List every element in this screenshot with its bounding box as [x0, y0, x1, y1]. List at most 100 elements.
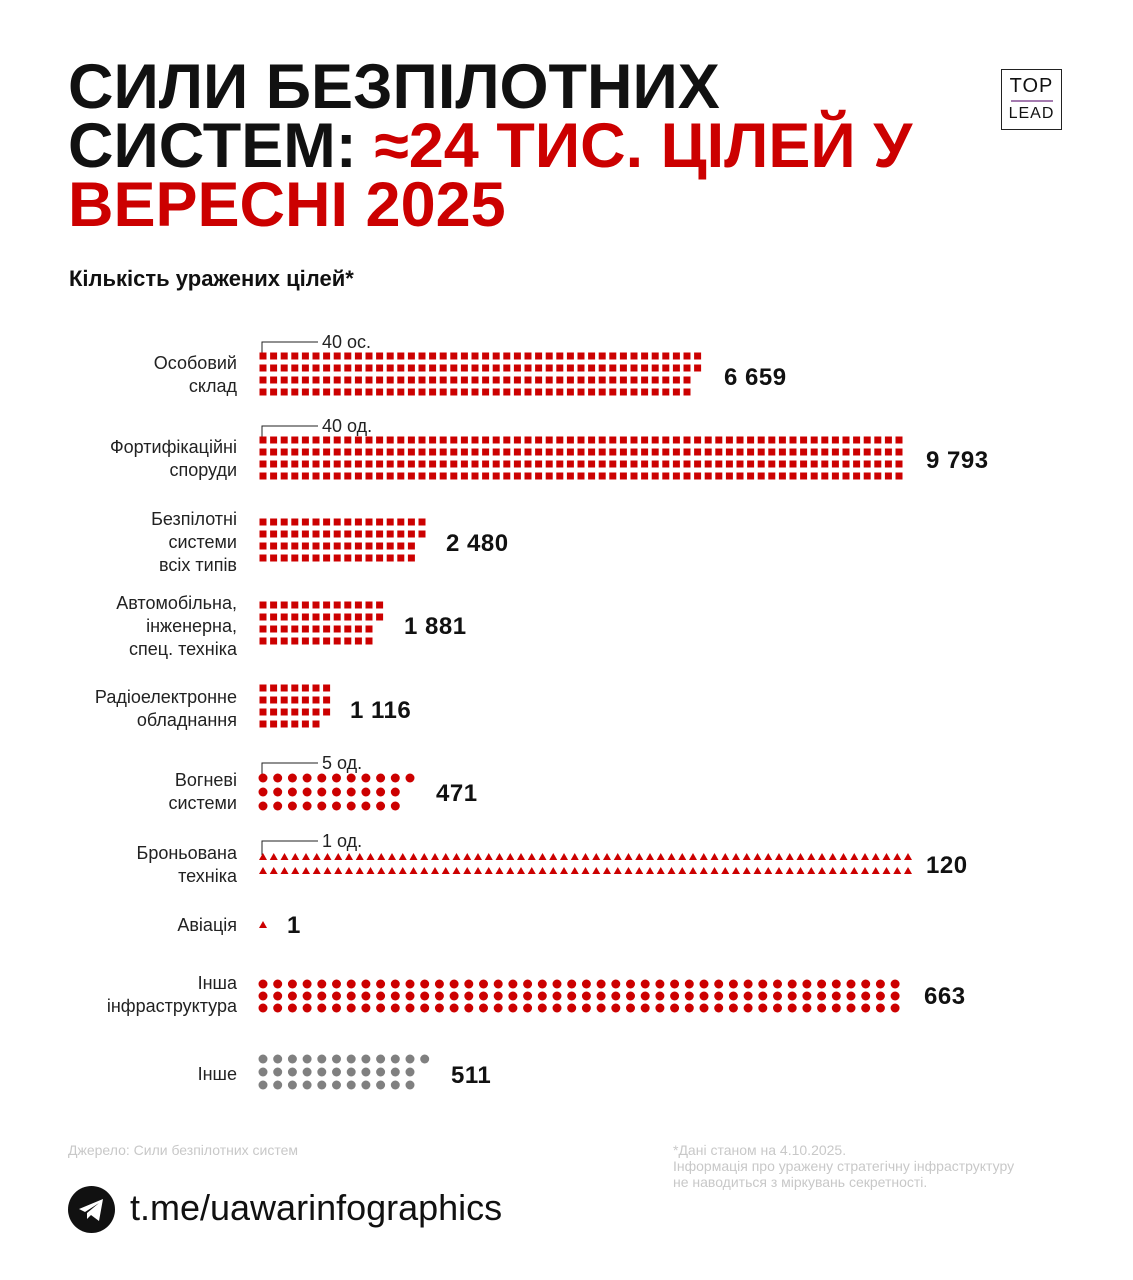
- square-mark: [588, 448, 596, 456]
- square-mark: [354, 352, 362, 360]
- square-mark: [280, 518, 288, 526]
- square-mark: [800, 448, 808, 456]
- circle-mark: [434, 979, 444, 989]
- square-mark: [768, 472, 776, 480]
- square-mark: [672, 364, 680, 372]
- square-mark: [884, 436, 892, 444]
- circle-mark: [581, 1003, 591, 1013]
- circle-mark: [655, 991, 665, 1001]
- square-mark: [270, 364, 278, 372]
- square-mark: [333, 637, 341, 645]
- circle-mark: [449, 1003, 459, 1013]
- square-mark: [492, 376, 500, 384]
- square-mark: [768, 460, 776, 468]
- square-mark: [842, 436, 850, 444]
- square-mark: [323, 601, 331, 609]
- circle-mark: [258, 1003, 268, 1013]
- square-mark: [545, 352, 553, 360]
- square-mark: [747, 448, 755, 456]
- square-mark: [450, 376, 458, 384]
- circle-mark: [758, 979, 768, 989]
- square-mark: [312, 542, 320, 550]
- circle-mark: [332, 1003, 341, 1013]
- square-mark: [630, 448, 638, 456]
- value-label: 9 793: [926, 447, 989, 474]
- square-mark: [344, 554, 352, 562]
- telegram-icon[interactable]: [68, 1186, 115, 1233]
- square-mark: [291, 436, 299, 444]
- triangle-mark: [484, 853, 493, 860]
- circle-mark: [655, 979, 665, 989]
- square-mark: [291, 625, 299, 633]
- circle-mark: [258, 1080, 268, 1090]
- triangle-mark: [850, 867, 859, 874]
- triangle-mark: [323, 867, 332, 874]
- square-mark: [301, 530, 309, 538]
- square-mark: [397, 448, 405, 456]
- square-mark: [863, 472, 871, 480]
- circle-mark: [596, 1003, 606, 1013]
- circle-mark: [434, 991, 444, 1001]
- square-mark: [301, 554, 309, 562]
- square-mark: [556, 388, 564, 396]
- square-mark: [884, 460, 892, 468]
- triangle-mark: [441, 853, 450, 860]
- circle-mark: [346, 801, 356, 811]
- square-mark: [651, 460, 659, 468]
- square-mark: [651, 388, 659, 396]
- triangle-mark: [592, 867, 601, 874]
- circle-mark: [684, 979, 694, 989]
- circle-mark: [287, 1003, 297, 1013]
- square-mark: [683, 472, 691, 480]
- square-mark: [354, 472, 362, 480]
- square-mark: [725, 472, 733, 480]
- square-mark: [598, 376, 606, 384]
- square-mark: [874, 460, 882, 468]
- triangle-mark: [603, 853, 611, 860]
- circle-mark: [684, 991, 694, 1001]
- triangle-mark: [796, 867, 805, 874]
- circle-mark: [817, 979, 827, 989]
- triangle-mark: [581, 853, 590, 860]
- triangle-mark: [721, 867, 730, 874]
- category-label: Радіоелектронне обладнання: [94, 687, 237, 730]
- circle-mark: [420, 1003, 430, 1013]
- square-mark: [641, 448, 649, 456]
- square-mark: [482, 388, 490, 396]
- circle-mark: [390, 801, 400, 811]
- square-mark: [301, 388, 309, 396]
- square-mark: [471, 448, 479, 456]
- triangle-mark: [398, 853, 407, 860]
- triangle-mark: [871, 867, 880, 874]
- telegram-link[interactable]: t.me/uawarinfographics: [130, 1187, 503, 1228]
- circle-mark: [376, 1067, 386, 1077]
- square-mark: [344, 542, 352, 550]
- square-mark: [344, 472, 352, 480]
- triangle-mark: [699, 867, 708, 874]
- circle-mark: [258, 801, 268, 811]
- square-mark: [291, 388, 299, 396]
- square-mark: [397, 364, 405, 372]
- circle-mark: [376, 773, 386, 783]
- square-mark: [439, 352, 447, 360]
- square-mark: [280, 364, 288, 372]
- square-mark: [333, 364, 341, 372]
- triangle-mark: [904, 867, 912, 874]
- circle-mark: [552, 991, 562, 1001]
- source-note: Джерело: Сили безпілотних систем: [68, 1142, 299, 1158]
- circle-mark: [787, 991, 797, 1001]
- category-label: Інша інфраструктура: [106, 973, 237, 1016]
- square-mark: [598, 364, 606, 372]
- circle-mark: [743, 1003, 753, 1013]
- square-mark: [503, 352, 511, 360]
- square-mark: [651, 376, 659, 384]
- square-mark: [344, 388, 352, 396]
- square-mark: [641, 376, 649, 384]
- triangle-mark: [764, 867, 773, 874]
- square-mark: [535, 376, 543, 384]
- square-mark: [323, 436, 331, 444]
- square-mark: [270, 518, 278, 526]
- square-mark: [301, 518, 309, 526]
- square-mark: [895, 472, 903, 480]
- circle-mark: [596, 991, 606, 1001]
